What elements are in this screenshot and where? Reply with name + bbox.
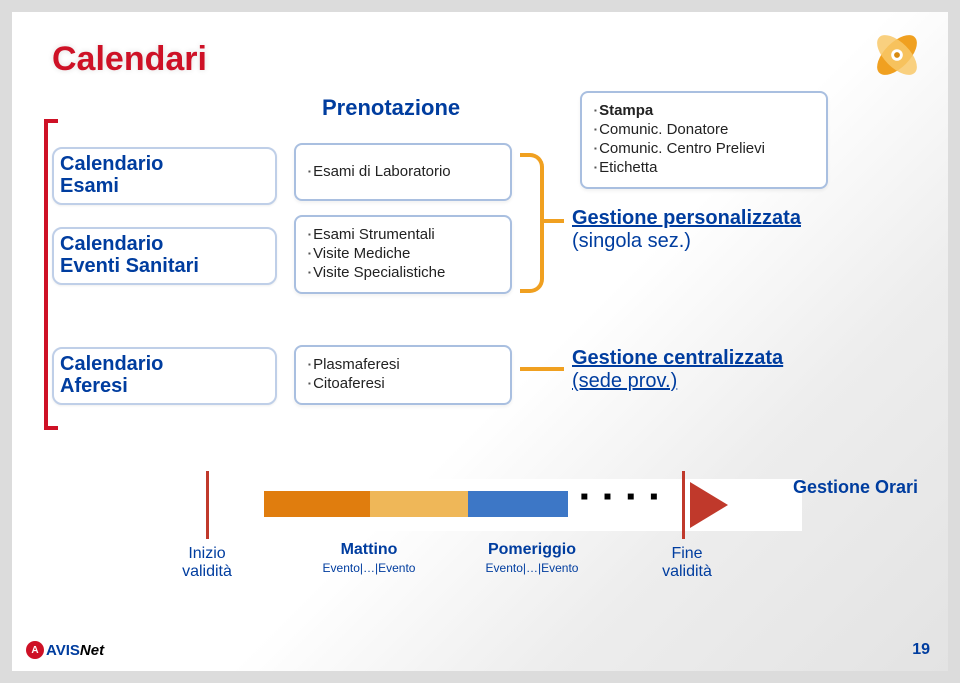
logo-drop-icon: A bbox=[26, 641, 44, 659]
box-esami-strum: Esami Strumentali Visite Mediche Visite … bbox=[294, 215, 512, 294]
label-calendario-aferesi: CalendarioAferesi bbox=[60, 353, 163, 397]
item-comunic-centro: Comunic. Centro Prelievi bbox=[594, 139, 816, 158]
band-3 bbox=[468, 491, 568, 517]
orange-brace-top bbox=[520, 153, 544, 293]
timeline: ▪ ▪ ▪ ▪ Iniziovalidità MattinoEvento|…|E… bbox=[142, 467, 862, 587]
label-fine: Finevalidità bbox=[642, 545, 732, 580]
item-visite-spec: Visite Specialistiche bbox=[308, 263, 500, 282]
tick-start bbox=[206, 471, 209, 539]
box-stampa: Stampa Comunic. Donatore Comunic. Centro… bbox=[580, 91, 828, 189]
brace-red-v bbox=[44, 119, 48, 429]
heading-prenotazione: Prenotazione bbox=[322, 95, 460, 121]
corner-ornament-icon bbox=[868, 26, 926, 84]
item-etichetta: Etichetta bbox=[594, 158, 816, 177]
logo-avis: AVIS bbox=[46, 642, 80, 659]
orange-h-top bbox=[542, 219, 564, 223]
band-2 bbox=[370, 491, 470, 517]
label-gestione-orari: Gestione Orari bbox=[793, 477, 918, 498]
diagram: CalendarioEsami CalendarioEventi Sanitar… bbox=[52, 99, 908, 459]
tick-end bbox=[682, 471, 685, 539]
page-number: 19 bbox=[912, 641, 930, 659]
logo: A AVISNet bbox=[26, 641, 104, 659]
item-comunic-donatore: Comunic. Donatore bbox=[594, 120, 816, 139]
gestione-personal: Gestione personalizzata(singola sez.) bbox=[572, 207, 801, 253]
label-calendario-esami: CalendarioEsami bbox=[60, 153, 163, 197]
item-plasma: Plasmaferesi bbox=[308, 355, 500, 374]
brace-red-h2 bbox=[44, 426, 58, 430]
item-esami-strum: Esami Strumentali bbox=[308, 225, 500, 244]
label-inizio: Iniziovalidità bbox=[162, 545, 252, 580]
orange-h-bottom bbox=[520, 367, 564, 371]
label-calendario-eventi: CalendarioEventi Sanitari bbox=[60, 233, 199, 277]
item-stampa: Stampa bbox=[594, 101, 816, 120]
brace-red-h1 bbox=[44, 119, 58, 123]
box-aferesi-items: Plasmaferesi Citoaferesi bbox=[294, 345, 512, 405]
label-mattino: MattinoEvento|…|Evento bbox=[294, 541, 444, 578]
arrow-icon bbox=[690, 482, 728, 528]
label-pomeriggio: PomeriggioEvento|…|Evento bbox=[452, 541, 612, 578]
item-esami-lab: Esami di Laboratorio bbox=[308, 162, 451, 181]
box-esami-lab: Esami di Laboratorio bbox=[294, 143, 512, 201]
item-visite-med: Visite Mediche bbox=[308, 244, 500, 263]
logo-net: Net bbox=[80, 642, 104, 659]
page-title: Calendari bbox=[52, 40, 908, 79]
item-cito: Citoaferesi bbox=[308, 374, 500, 393]
dots-icon: ▪ ▪ ▪ ▪ bbox=[580, 483, 662, 511]
band-1 bbox=[264, 491, 372, 517]
gestione-central: Gestione centralizzata(sede prov.) bbox=[572, 347, 783, 393]
